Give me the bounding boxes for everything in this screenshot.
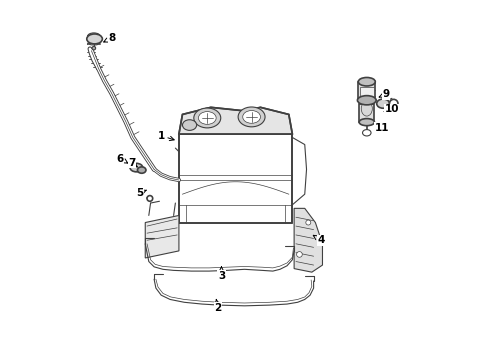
Ellipse shape	[358, 77, 374, 86]
Bar	[358, 82, 374, 100]
Text: 6: 6	[117, 154, 127, 164]
Ellipse shape	[147, 195, 152, 201]
Ellipse shape	[242, 111, 260, 123]
Bar	[359, 87, 373, 98]
Text: 5: 5	[136, 188, 146, 198]
Ellipse shape	[238, 107, 264, 127]
Bar	[358, 104, 374, 122]
Ellipse shape	[376, 99, 388, 108]
Text: 9: 9	[378, 89, 389, 99]
Ellipse shape	[87, 33, 100, 40]
Text: 1: 1	[157, 131, 174, 141]
Polygon shape	[293, 208, 322, 272]
Ellipse shape	[357, 96, 375, 105]
Polygon shape	[179, 134, 292, 222]
Ellipse shape	[305, 220, 310, 225]
Text: 2: 2	[214, 299, 221, 312]
Ellipse shape	[361, 101, 371, 116]
Polygon shape	[179, 107, 292, 134]
Ellipse shape	[362, 130, 370, 136]
Ellipse shape	[193, 108, 220, 128]
Text: 4: 4	[313, 235, 324, 245]
Ellipse shape	[296, 252, 302, 257]
Ellipse shape	[198, 112, 216, 124]
Ellipse shape	[388, 99, 397, 108]
Polygon shape	[145, 215, 179, 258]
Ellipse shape	[92, 46, 96, 50]
Ellipse shape	[358, 118, 374, 126]
Ellipse shape	[358, 97, 374, 104]
Text: 7: 7	[128, 158, 137, 168]
Ellipse shape	[137, 167, 145, 173]
Text: 8: 8	[103, 33, 115, 43]
Ellipse shape	[86, 34, 102, 44]
Ellipse shape	[130, 163, 142, 172]
Text: 3: 3	[217, 267, 224, 281]
Text: 11: 11	[374, 122, 388, 132]
Ellipse shape	[182, 120, 196, 130]
Text: 10: 10	[383, 104, 398, 114]
